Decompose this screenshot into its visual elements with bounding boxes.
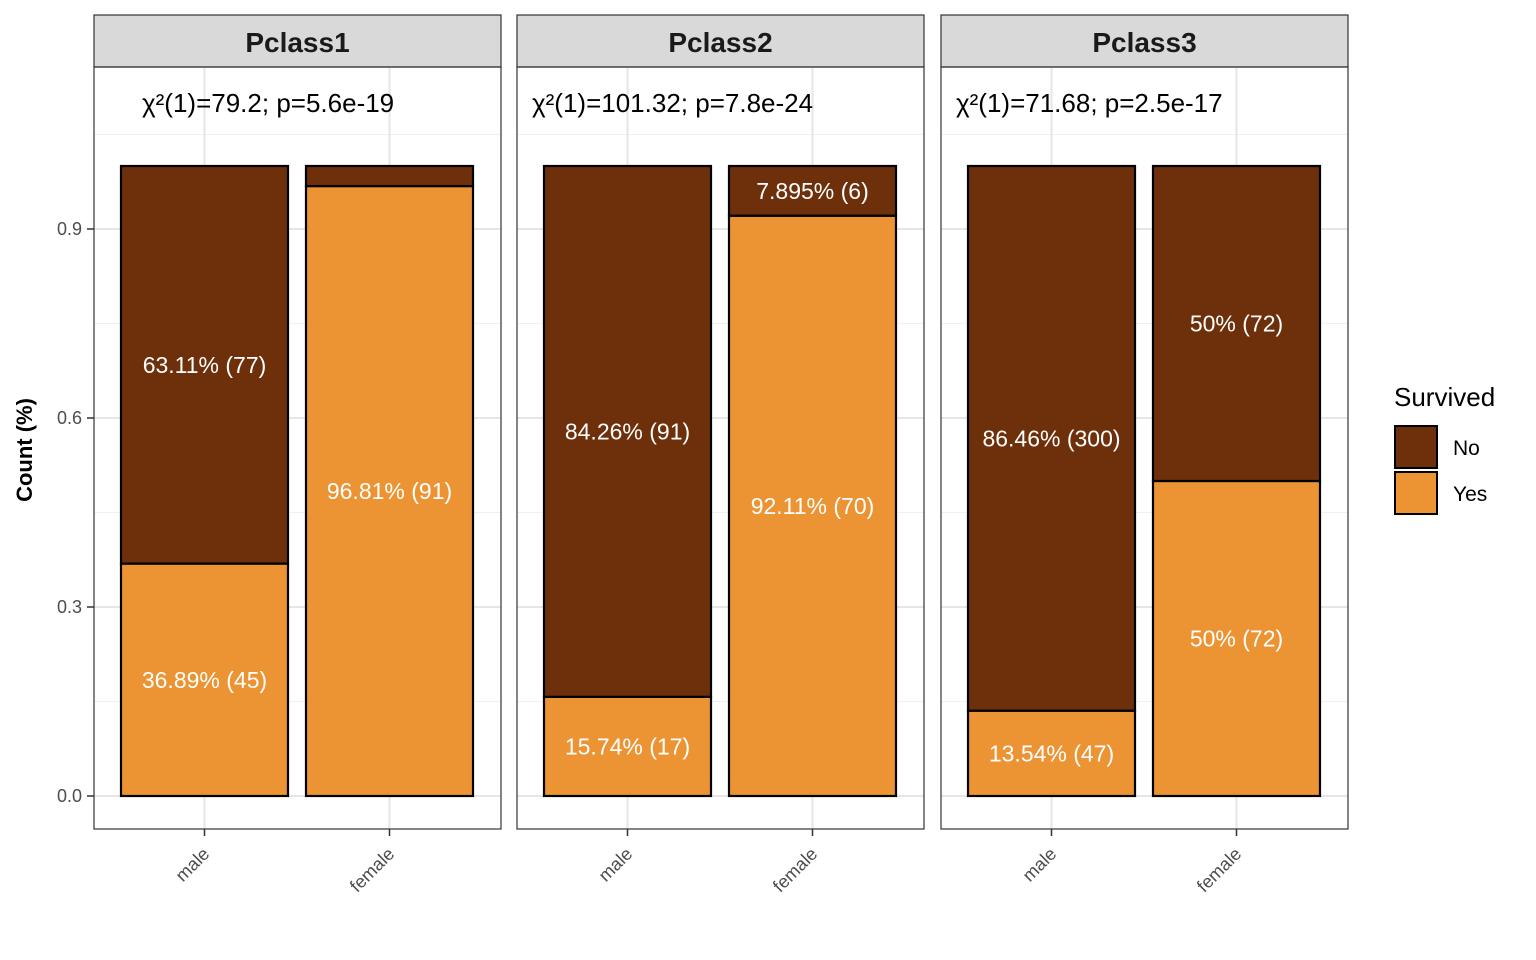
legend-label-no: No [1453, 437, 1480, 460]
bar-stack-female: 50% (72) 50% (72) [1151, 164, 1322, 798]
strip-title: Pclass2 [668, 27, 772, 58]
x-tick-label: female [769, 844, 821, 896]
y-tick-label: 0.9 [57, 219, 82, 239]
facet-panel-2: Pclass2 χ²(1)=101.32; p=7.8e-24 15.74% (17… [516, 14, 925, 896]
panel-border [516, 66, 925, 830]
bar-segment-no [542, 164, 713, 698]
x-tick-label: female [346, 844, 398, 896]
y-tick-label: 0.6 [57, 408, 82, 428]
bar-label-yes: 50% (72) [1190, 626, 1283, 652]
chi-square-annotation: χ²(1)=71.68; p=2.5e-17 [956, 88, 1223, 118]
strip-background [516, 14, 925, 68]
bar-segment-no [119, 164, 290, 565]
bar-label-no: 7.895% (6) [756, 178, 869, 204]
facet-panels: Pclass1 χ²(1)=79.2; p=5.6e-19 36.89% (45) 6… [93, 14, 1349, 896]
bar-label-yes: 13.54% (47) [989, 740, 1114, 766]
y-axis: 0.0 0.3 0.6 0.9 [57, 219, 94, 806]
bar-label-no: 84.26% (91) [565, 418, 690, 444]
y-axis-title: Count (%) [12, 398, 37, 502]
chi-square-annotation: χ²(1)=79.2; p=5.6e-19 [142, 88, 394, 118]
bar-label-yes: 15.74% (17) [565, 733, 690, 759]
bar-label-yes: 96.81% (91) [327, 478, 452, 504]
y-tick-label: 0.3 [57, 597, 82, 617]
bar-segment-yes [304, 184, 475, 798]
strip-background [940, 14, 1349, 68]
legend-label-yes: Yes [1453, 483, 1487, 506]
bar-stack-female: 92.11% (70) 7.895% (6) [727, 164, 898, 798]
facet-panel-1: Pclass1 χ²(1)=79.2; p=5.6e-19 36.89% (45) 6… [93, 14, 502, 896]
legend: Survived No Yes [1394, 382, 1495, 515]
legend-title: Survived [1394, 382, 1495, 412]
bar-stack-female: 96.81% (91) [304, 164, 475, 798]
bar-stack-male: 36.89% (45) 63.11% (77) [119, 164, 290, 798]
strip-background [93, 14, 502, 68]
x-tick-label: male [172, 844, 214, 886]
x-tick-label: female [1193, 844, 1245, 896]
strip-title: Pclass3 [1092, 27, 1196, 58]
panel-border [93, 66, 502, 830]
bar-label-no: 50% (72) [1190, 311, 1283, 337]
bar-stack-male: 13.54% (47) 86.46% (300) [966, 164, 1137, 798]
legend-key-yes [1394, 471, 1438, 515]
bar-segment-yes [1151, 479, 1322, 798]
chi-square-annotation: χ²(1)=101.32; p=7.8e-24 [532, 88, 813, 118]
bar-segment-no [304, 164, 475, 188]
facet-panel-3: Pclass3 χ²(1)=71.68; p=2.5e-17 13.54% (47)… [940, 14, 1349, 896]
x-tick-label: male [595, 844, 637, 886]
bar-label-no: 86.46% (300) [982, 425, 1120, 451]
bar-stack-male: 15.74% (17) 84.26% (91) [542, 164, 713, 798]
bar-segment-yes [119, 562, 290, 798]
bar-segment-no [1151, 164, 1322, 483]
bar-label-yes: 36.89% (45) [142, 667, 267, 693]
bar-segment-yes [727, 214, 898, 798]
x-tick-label: male [1019, 844, 1061, 886]
legend-key-no [1394, 425, 1438, 469]
bar-segment-no [966, 164, 1137, 712]
bar-segment-no [727, 164, 898, 217]
panel-border [940, 66, 1349, 830]
bar-label-yes: 92.11% (70) [751, 493, 875, 519]
bar-label-no: 63.11% (77) [143, 352, 267, 378]
bar-segment-yes [966, 709, 1137, 798]
y-tick-label: 0.0 [57, 786, 82, 806]
strip-title: Pclass1 [245, 27, 349, 58]
bar-segment-yes [542, 695, 713, 798]
